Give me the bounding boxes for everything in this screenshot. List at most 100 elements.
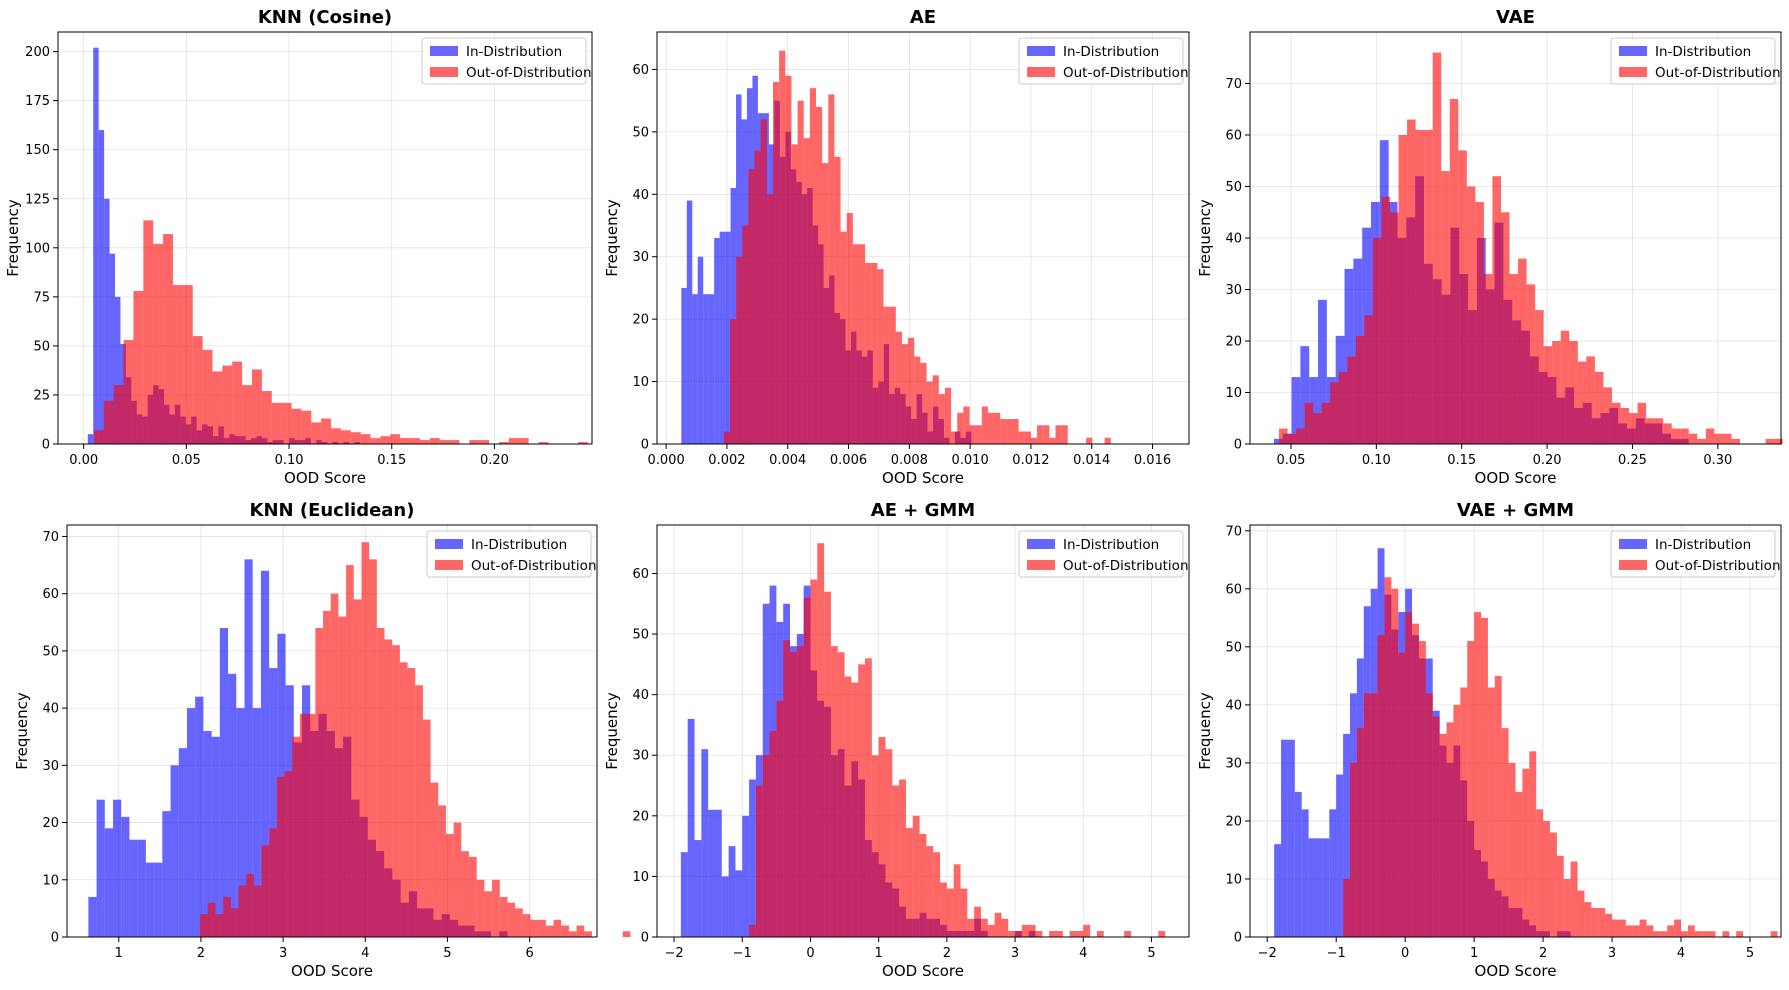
histogram-bar <box>453 822 462 937</box>
histogram-bar <box>885 749 893 937</box>
histogram-bar <box>1012 419 1019 444</box>
x-tick-label: 0.016 <box>1134 453 1171 468</box>
histogram-bar <box>244 559 253 937</box>
x-tick-label: 0.10 <box>275 453 304 468</box>
axes-frame <box>656 31 1190 445</box>
histogram-bar <box>292 736 300 937</box>
histogram-bar <box>1296 428 1305 444</box>
histogram-bar <box>1274 844 1282 937</box>
histogram-bar <box>261 845 270 937</box>
legend-entry: Out-of-Distribution <box>466 65 592 81</box>
x-tick-label: 0.15 <box>1447 453 1476 468</box>
y-tick-label: 30 <box>632 250 649 265</box>
histogram-bar <box>723 431 731 444</box>
histogram-bar <box>246 874 254 937</box>
legend-entry: In-Distribution <box>466 44 562 60</box>
legend-box <box>421 37 587 85</box>
histogram-bar <box>1536 809 1544 937</box>
histogram-bar <box>769 731 777 937</box>
histogram-bar <box>749 924 756 937</box>
histogram-bar <box>361 542 370 937</box>
histogram-bar <box>399 662 408 937</box>
x-tick-label: 0.002 <box>708 453 745 468</box>
y-axis-label: Frequency <box>1196 199 1214 277</box>
histogram-bar <box>1338 371 1348 444</box>
histogram-bar <box>1543 820 1550 937</box>
histogram-bar <box>834 156 841 444</box>
histogram-bar <box>1603 387 1612 444</box>
histogram-bar <box>311 422 322 444</box>
histogram-bar <box>686 200 693 444</box>
histogram-bar <box>211 736 220 937</box>
histogram-bar <box>252 369 262 444</box>
histogram-bar <box>895 331 902 444</box>
series-out-of-distribution <box>1343 577 1778 937</box>
histogram-bar <box>1336 774 1344 937</box>
legend-entry: In-Distribution <box>1655 44 1751 60</box>
x-tick-label: 0.25 <box>1618 453 1647 468</box>
histogram-bar <box>1424 129 1433 444</box>
y-tick-label: 20 <box>1225 814 1242 829</box>
y-tick-label: 200 <box>25 45 50 60</box>
y-tick-label: 30 <box>632 749 649 764</box>
histogram-bar <box>1061 425 1068 444</box>
histogram-bar <box>1529 751 1537 937</box>
histogram-bar <box>953 864 961 937</box>
histogram-bar <box>1701 931 1709 937</box>
histogram-bar <box>133 290 144 444</box>
histogram-bar <box>940 882 947 937</box>
histogram-bar <box>1518 258 1527 444</box>
histogram-bar <box>1381 196 1391 444</box>
histogram-bar <box>714 238 720 444</box>
y-tick-label: 30 <box>1225 283 1242 298</box>
histogram-bar <box>1722 931 1730 937</box>
x-tick-label: 2 <box>197 946 205 961</box>
y-tick-label: 0 <box>1234 931 1242 946</box>
histogram-bar <box>1076 930 1084 937</box>
histogram-bar <box>969 425 976 444</box>
y-tick-label: 70 <box>42 530 59 545</box>
histogram-bar <box>1370 693 1378 937</box>
histogram-bar <box>1425 693 1433 937</box>
histogram-bar <box>803 138 810 444</box>
histogram-bar <box>926 846 934 937</box>
histogram-bar <box>498 442 509 444</box>
histogram-bar <box>1705 428 1715 444</box>
histogram-bar <box>1654 418 1664 444</box>
histogram-bar <box>1560 330 1570 444</box>
x-tick-label: −1 <box>733 946 752 961</box>
y-tick-label: 10 <box>632 870 649 885</box>
histogram-bar <box>369 559 377 937</box>
histogram-bar <box>1000 419 1007 444</box>
histogram-bar <box>1343 733 1350 937</box>
histogram-bar <box>200 914 208 937</box>
legend-swatch <box>435 539 463 549</box>
histogram-bar <box>492 879 500 937</box>
histogram-bar <box>508 438 519 444</box>
histogram-bar <box>1660 931 1668 937</box>
x-axis-label: OOD Score <box>882 962 964 980</box>
histogram-bar <box>222 365 233 444</box>
x-tick-label: 0.006 <box>830 453 867 468</box>
y-tick-label: 60 <box>42 587 59 602</box>
x-tick-label: 0.10 <box>1362 453 1391 468</box>
y-tick-label: 60 <box>632 567 649 582</box>
y-axis-label: Frequency <box>603 199 621 277</box>
histogram-bar <box>877 269 884 444</box>
histogram-bar <box>346 565 354 937</box>
x-tick-label: 0.008 <box>891 453 928 468</box>
histogram-bar <box>858 244 866 444</box>
histogram-bar <box>938 394 945 444</box>
histogram-bar <box>104 198 110 444</box>
histogram-bar <box>223 896 231 937</box>
histogram-bar <box>1355 335 1365 444</box>
histogram-bar <box>797 100 804 445</box>
histogram-bar <box>461 851 470 937</box>
histogram-bar <box>892 785 900 937</box>
histogram-bar <box>1605 913 1613 937</box>
histogram-bar <box>291 408 302 444</box>
histogram-bar <box>1390 212 1399 444</box>
histogram-bar <box>776 700 784 937</box>
histogram-bar <box>1765 438 1775 444</box>
histogram-bar <box>568 931 577 937</box>
